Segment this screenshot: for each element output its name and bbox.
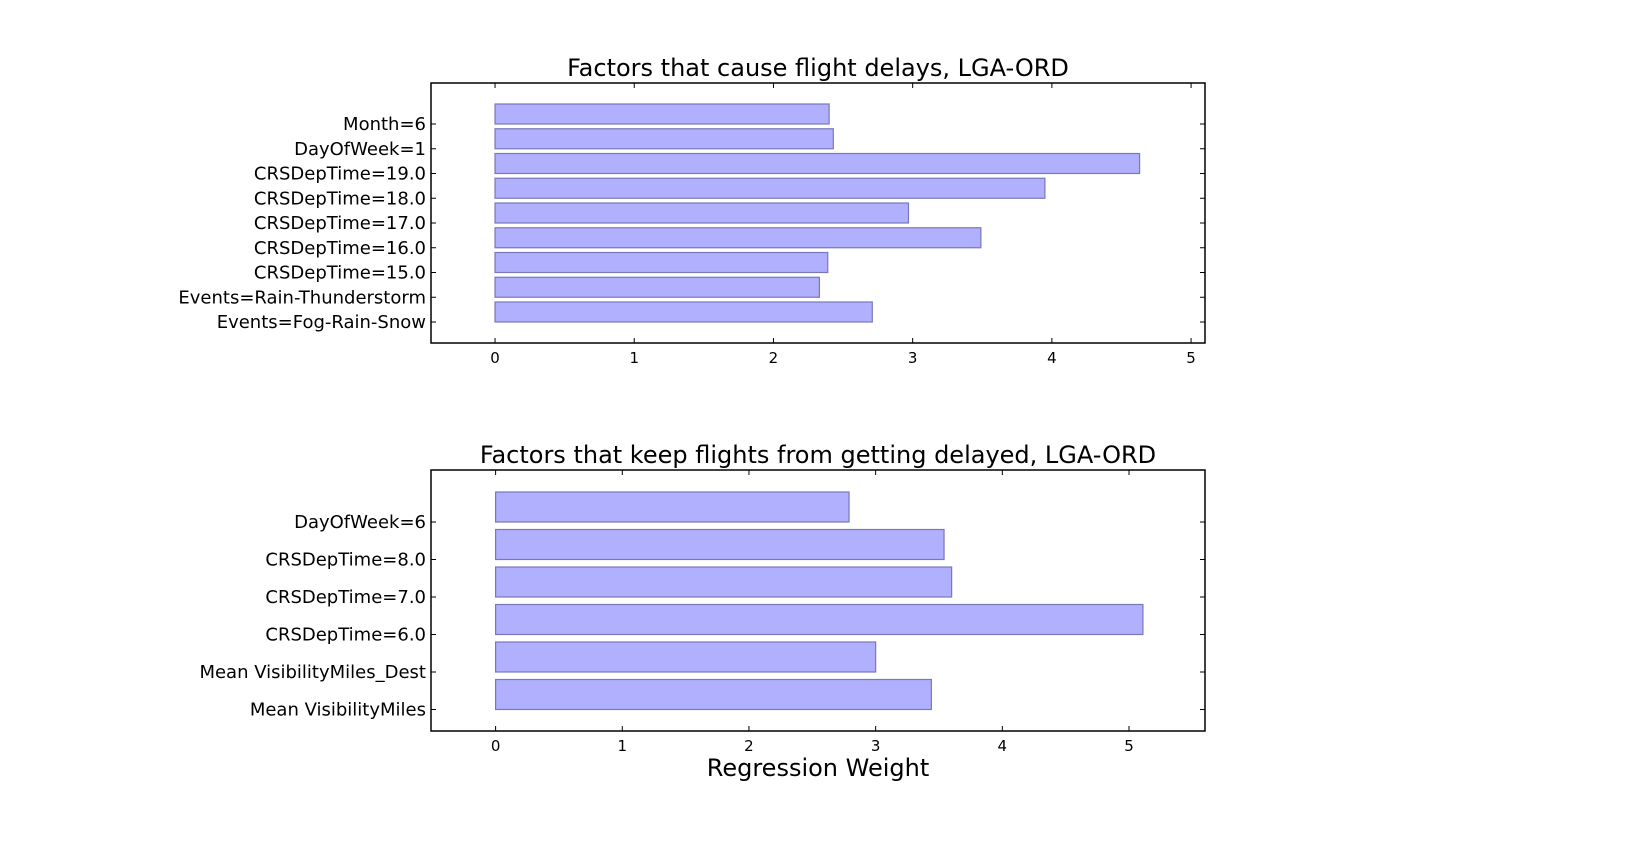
y-tick-label: Events=Rain-Thunderstorm: [178, 287, 426, 308]
plot-frame: [430, 469, 1206, 732]
y-tick-label: DayOfWeek=6: [294, 512, 426, 533]
chart-delay-causes: Factors that cause flight delays, LGA-OR…: [178, 54, 1206, 367]
y-tick-label: CRSDepTime=19.0: [254, 164, 426, 185]
y-tick-label: CRSDepTime=17.0: [254, 213, 426, 234]
y-tick-label: CRSDepTime=18.0: [254, 188, 426, 209]
y-tick-label: Mean VisibilityMiles_Dest: [199, 662, 426, 683]
y-tick-label: Mean VisibilityMiles: [250, 700, 426, 721]
y-tick-label: CRSDepTime=6.0: [265, 625, 426, 646]
x-axis-label: Regression Weight: [707, 754, 930, 782]
bar: [495, 566, 953, 598]
bar: [494, 177, 1046, 199]
chart-delay-preventers: Factors that keep flights from getting d…: [199, 441, 1206, 782]
y-tick-label: CRSDepTime=15.0: [254, 263, 426, 284]
x-tick-label: 0: [491, 737, 501, 755]
y-tick-label: CRSDepTime=7.0: [265, 587, 426, 608]
x-tick-label: 4: [998, 737, 1008, 755]
y-tick-label: Month=6: [343, 114, 426, 135]
chart-title: Factors that keep flights from getting d…: [480, 441, 1156, 469]
bar: [495, 641, 877, 673]
chart-title: Factors that cause flight delays, LGA-OR…: [567, 54, 1069, 82]
bar: [495, 528, 945, 561]
bar: [494, 103, 830, 125]
bar: [494, 251, 829, 274]
bar: [494, 227, 982, 249]
x-tick-label: 2: [744, 737, 754, 755]
y-tick-label: CRSDepTime=16.0: [254, 238, 426, 259]
bar: [495, 603, 1144, 636]
x-tick-label: 0: [490, 349, 500, 367]
plot-frame: [430, 82, 1206, 344]
x-tick-label: 4: [1047, 349, 1057, 367]
x-tick-label: 1: [629, 349, 639, 367]
x-tick-label: 2: [769, 349, 779, 367]
y-tick-label: Events=Fog-Rain-Snow: [217, 312, 426, 333]
bar: [495, 678, 932, 711]
y-tick-label: DayOfWeek=1: [294, 139, 426, 160]
x-tick-label: 5: [1186, 349, 1196, 367]
bar: [494, 152, 1141, 175]
x-tick-label: 3: [908, 349, 918, 367]
bar: [494, 276, 820, 298]
y-tick-label: CRSDepTime=8.0: [265, 550, 426, 571]
x-tick-label: 3: [871, 737, 881, 755]
bar: [494, 128, 834, 150]
bar: [494, 202, 910, 224]
x-tick-label: 1: [618, 737, 628, 755]
x-tick-label: 5: [1124, 737, 1134, 755]
bar: [495, 491, 850, 523]
bar: [494, 301, 873, 323]
